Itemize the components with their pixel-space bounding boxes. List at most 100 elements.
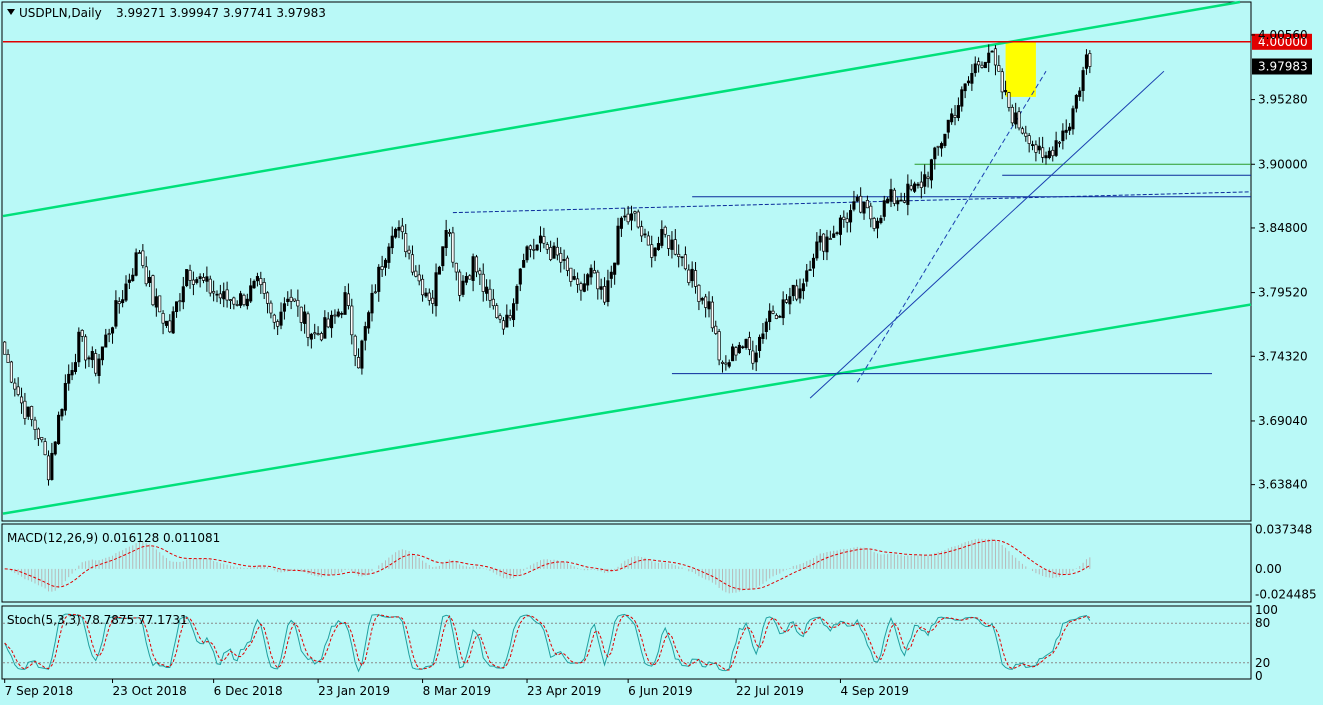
candle-body [528,245,532,250]
candle-body [431,297,435,304]
candle-body [117,301,121,305]
candle-body [9,361,13,383]
candle-body [1054,140,1058,156]
candle-body [956,105,960,119]
candle-body [845,218,849,223]
candle-body [279,311,283,326]
candle-body [872,218,876,229]
candle-body [107,333,111,335]
candle-body [538,235,543,244]
candle-body [997,65,1001,72]
candle-body [164,320,168,326]
symbol-header[interactable]: USDPLN,Daily [19,6,102,20]
candle-body [515,285,519,304]
candle-body [282,303,286,312]
candle-body [724,362,728,365]
candle-body [178,300,182,303]
candle-body [1014,112,1018,125]
candle-body [555,246,559,256]
candle-body [677,253,681,257]
candle-body [943,133,947,146]
candle-body [886,198,890,204]
candle-body [57,414,61,445]
candle-body [276,321,280,327]
candle-body [825,236,829,253]
ohlc-header: 3.99271 3.99947 3.97741 3.97983 [116,6,326,20]
candle-body [852,201,856,210]
candle-body [818,235,822,243]
candle-body [633,211,637,214]
candle-body [350,305,354,336]
candle-body [3,341,7,355]
candle-body [963,83,967,92]
candle-body [525,246,529,261]
candle-body [259,278,263,286]
candle-body [90,351,94,361]
candle-body [218,293,222,299]
candle-body [198,276,202,279]
dashed-trend-line [452,191,1252,214]
candle-body [643,233,647,236]
macd-axis-label: 0.037348 [1255,523,1312,537]
candle-body [707,301,711,310]
candle-body [865,200,869,209]
candle-body [1027,135,1031,144]
candle-body [380,266,384,270]
candle-body [697,284,701,302]
candle-body [784,299,789,303]
candle-body [40,437,44,441]
candle-body [1057,141,1062,144]
candle-body [842,216,846,220]
candle-body [33,419,37,430]
time-axis-label: 4 Sep 2019 [840,684,908,698]
candle-body [141,250,145,266]
candle-body [899,199,903,202]
candle-body [673,239,677,255]
candle-body [960,89,964,107]
candle-body [151,275,155,306]
candle-body [1074,95,1078,109]
candle-body [252,280,256,289]
annotation-layer [2,0,1252,515]
candle-body [859,195,863,213]
candle-body [737,344,741,354]
candle-series [3,44,1092,486]
candle-body [619,217,623,229]
candle-body [993,48,998,66]
candle-body [1044,155,1048,159]
candle-body [599,286,603,290]
candle-body [444,230,448,249]
candle-body [805,270,809,282]
macd-pane: 0.037348 0.00 -0.024485 [4,523,1317,602]
candle-body [650,244,654,258]
candle-body [346,293,350,306]
candle-body [343,292,347,315]
price-pane-border [1,1,1252,522]
stoch-axis-label: 100 [1255,603,1278,617]
symbol-menu-arrow-icon[interactable] [7,9,15,15]
candle-body [549,247,553,260]
candle-body [768,310,772,323]
price-axis-label: 3.95280 [1258,93,1308,107]
candle-body [478,270,482,275]
candle-body [495,305,499,318]
time-axis-label: 23 Jan 2019 [318,684,390,698]
candle-body [137,252,142,254]
candle-body [835,232,839,234]
candle-body [1081,70,1085,91]
candle-body [313,332,317,335]
stoch-signal-line [4,613,1090,671]
candle-body [104,334,108,348]
candle-body [265,292,270,304]
candle-body [758,336,762,351]
uptrend-line [809,70,1165,399]
candle-body [589,267,593,278]
candle-body [801,283,805,292]
candle-body [966,80,971,84]
candle-body [822,233,826,252]
candle-body [356,357,361,369]
candle-body [1010,106,1014,124]
candle-body [565,257,570,271]
